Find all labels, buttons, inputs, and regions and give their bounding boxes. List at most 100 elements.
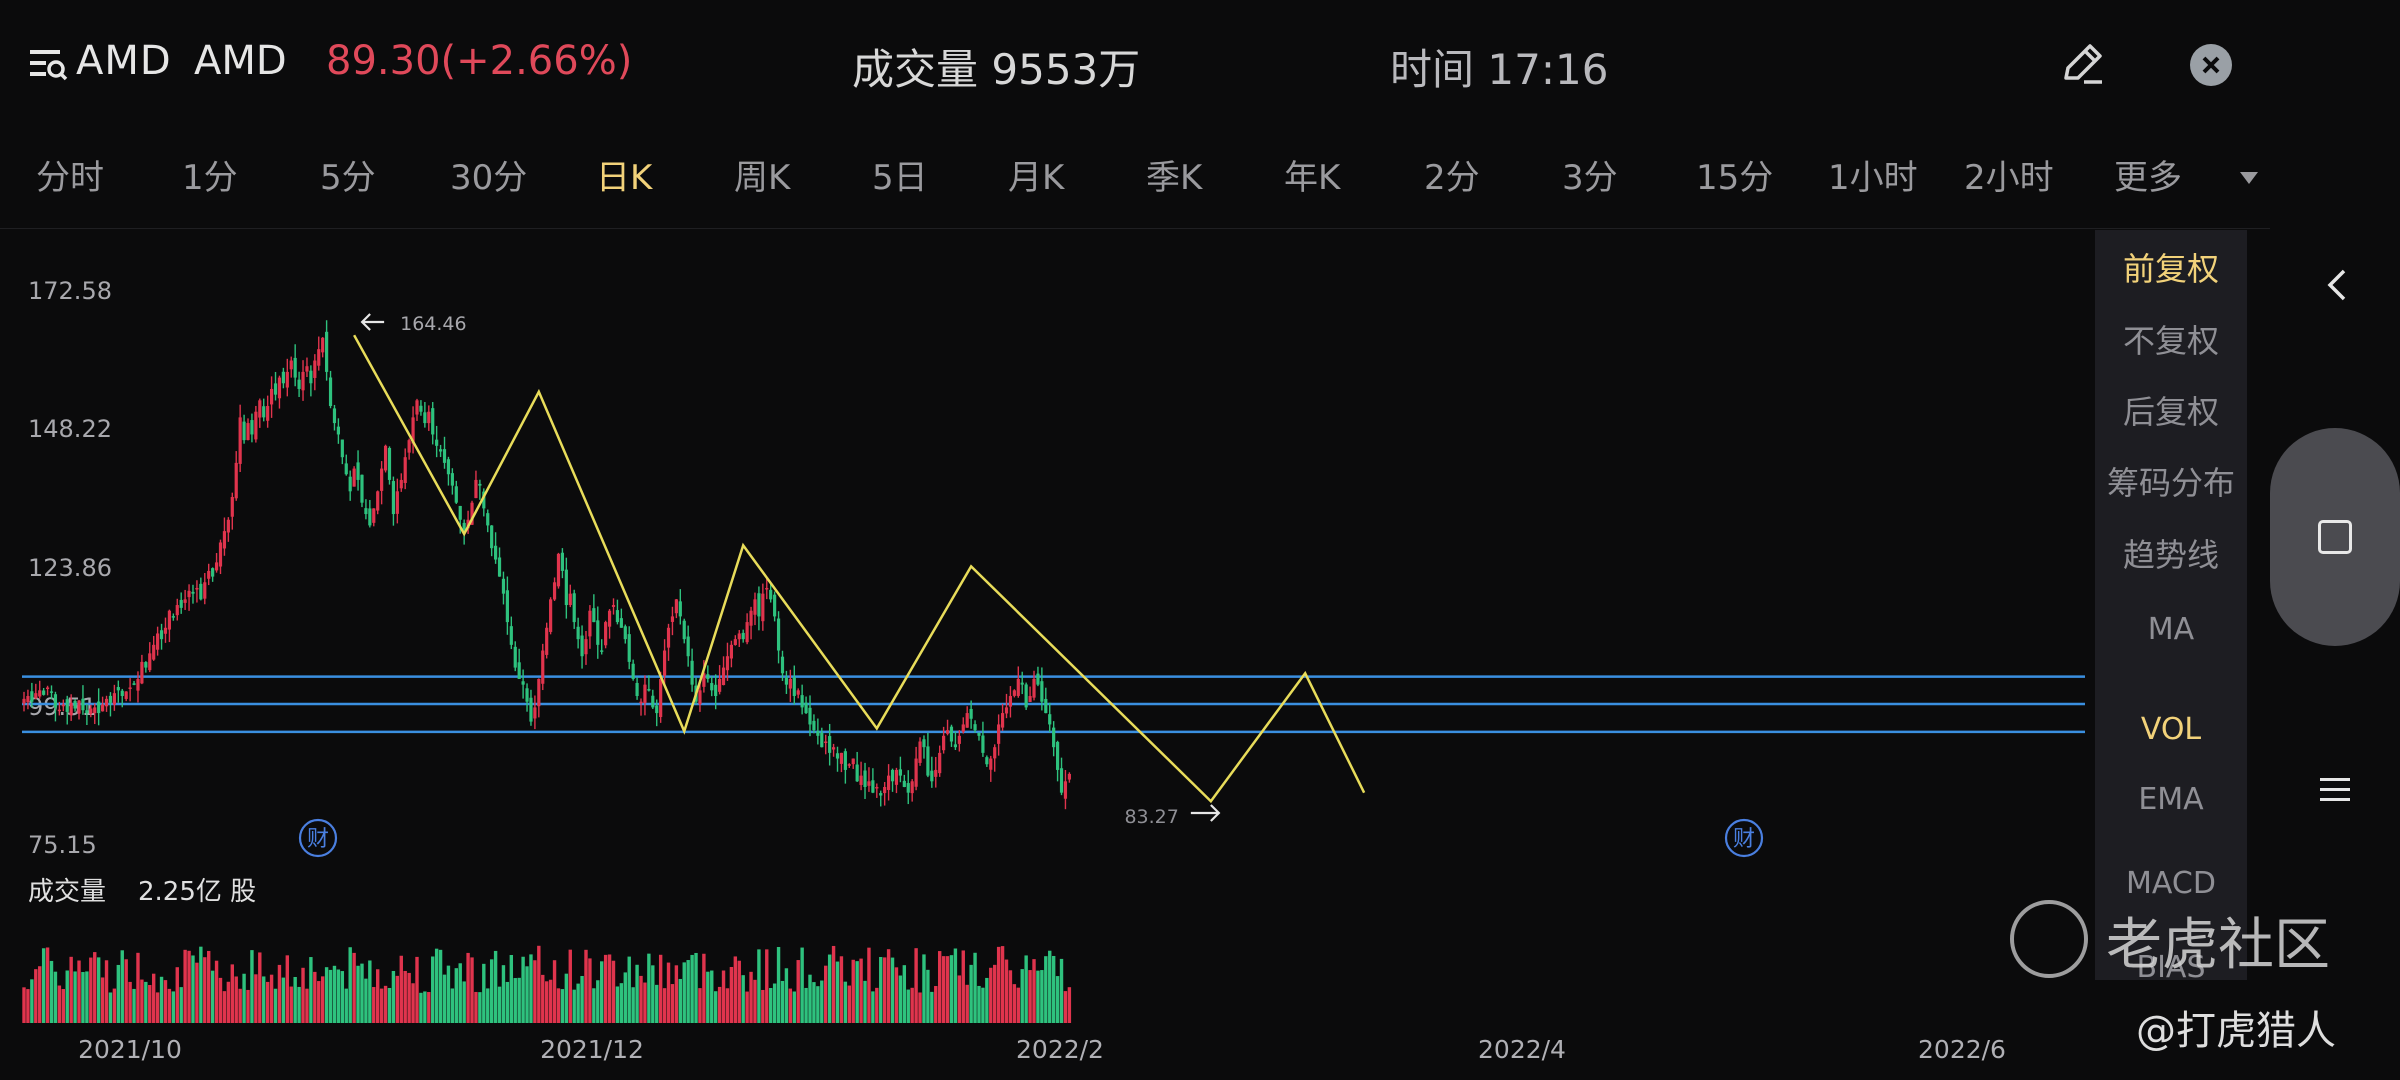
volume-bar xyxy=(981,987,985,1023)
side-item-no-adjust[interactable]: 不复权 xyxy=(2122,322,2219,360)
volume-bar xyxy=(415,956,419,1023)
candle-body xyxy=(769,589,773,600)
candlestick-chart[interactable]: 172.58148.22123.8699.5175.15164.4683.27财… xyxy=(0,230,2095,1080)
indicator-macd[interactable]: MACD xyxy=(2126,866,2216,901)
tab-1[interactable]: 1分 xyxy=(182,158,238,198)
tab-5[interactable]: 周K xyxy=(734,158,791,198)
tab-4[interactable]: 日K xyxy=(596,158,653,198)
candle-body xyxy=(442,449,447,463)
volume-bar xyxy=(171,991,176,1023)
candle-body xyxy=(533,707,537,719)
tab-0[interactable]: 分时 xyxy=(36,158,104,198)
volume-bar xyxy=(572,989,576,1023)
volume-bar xyxy=(1044,956,1048,1023)
candle-body xyxy=(368,508,372,526)
candle-body xyxy=(714,684,718,697)
volume-bar xyxy=(93,952,97,1023)
pencil-icon[interactable] xyxy=(2058,38,2108,88)
indicator-ema[interactable]: EMA xyxy=(2138,782,2204,817)
volume-bar xyxy=(839,956,844,1023)
chevron-left-icon[interactable] xyxy=(2318,265,2358,305)
volume-bar xyxy=(552,960,557,1023)
volume-bar xyxy=(898,975,903,1023)
candle-body xyxy=(1052,727,1056,748)
close-button[interactable] xyxy=(2190,44,2232,86)
candle-body xyxy=(576,626,580,640)
candle-body xyxy=(957,735,961,744)
candle-body xyxy=(725,656,730,671)
volume-bar xyxy=(765,949,769,1023)
y-tick-label: 123.86 xyxy=(28,554,112,582)
indicator-ma[interactable]: MA xyxy=(2147,612,2195,647)
candle-body xyxy=(619,618,623,628)
side-item-chip-distribution[interactable]: 筹码分布 xyxy=(2106,464,2235,502)
volume-bar xyxy=(372,987,376,1023)
volume-bar xyxy=(851,959,855,1023)
square-icon[interactable] xyxy=(2318,520,2352,554)
tab-8[interactable]: 季K xyxy=(1146,158,1203,198)
volume-bar xyxy=(246,989,250,1023)
volume-bar xyxy=(670,984,675,1023)
volume-bar xyxy=(336,969,341,1023)
side-item-backward-adjust[interactable]: 后复权 xyxy=(2122,393,2219,431)
side-item-forward-adjust[interactable]: 前复权 xyxy=(2122,250,2219,288)
candle-body xyxy=(969,708,973,719)
volume-bar xyxy=(360,963,364,1023)
candle-body xyxy=(22,698,26,704)
volume-bar xyxy=(882,957,887,1023)
candle-body xyxy=(843,751,847,770)
candle-body xyxy=(859,775,863,785)
menu-search-icon[interactable] xyxy=(28,44,68,84)
volume-bar xyxy=(710,970,714,1023)
more-caret-icon[interactable] xyxy=(2240,172,2258,184)
tab-12[interactable]: 15分 xyxy=(1696,158,1774,198)
volume-bar xyxy=(458,963,462,1023)
candle-body xyxy=(541,650,545,684)
indicator-bias[interactable]: BIAS xyxy=(2136,950,2206,985)
volume-bar xyxy=(305,988,309,1023)
volume-bar xyxy=(993,964,997,1023)
volume-bar xyxy=(788,988,793,1023)
volume-bar xyxy=(627,956,631,1023)
tab-14[interactable]: 2小时 xyxy=(1964,158,2054,198)
candle-body xyxy=(784,677,789,685)
tab-2[interactable]: 5分 xyxy=(320,158,376,198)
candle-body xyxy=(65,699,69,712)
candle-body xyxy=(383,445,388,471)
tab-13[interactable]: 1小时 xyxy=(1828,158,1918,198)
volume-bar xyxy=(352,952,356,1023)
volume-bar xyxy=(831,945,836,1023)
candle-body xyxy=(482,491,486,509)
tab-15[interactable]: 更多 xyxy=(2114,158,2182,198)
tab-11[interactable]: 3分 xyxy=(1562,158,1618,198)
volume-bar xyxy=(411,983,415,1023)
candle-body xyxy=(824,741,828,744)
volume-pane-value: 2.25亿 股 xyxy=(138,877,256,907)
tab-10[interactable]: 2分 xyxy=(1424,158,1480,198)
side-item-trendline[interactable]: 趋势线 xyxy=(2122,536,2219,574)
tab-7[interactable]: 月K xyxy=(1008,158,1065,198)
volume-bar xyxy=(1028,970,1032,1023)
tab-9[interactable]: 年K xyxy=(1284,158,1341,198)
x-tick-label: 2021/12 xyxy=(540,1035,644,1064)
candle-body xyxy=(509,626,513,645)
tab-6[interactable]: 5日 xyxy=(872,158,928,198)
volume-bar xyxy=(1067,987,1072,1023)
volume-bar xyxy=(780,980,785,1023)
volume-bar xyxy=(183,949,187,1023)
candle-body xyxy=(718,678,722,692)
volume-bar xyxy=(297,986,301,1023)
indicator-vol[interactable]: VOL xyxy=(2140,712,2202,747)
volume-bar xyxy=(364,978,368,1023)
candle-body xyxy=(910,781,914,794)
volume-bar xyxy=(140,979,144,1023)
volume-bar xyxy=(576,983,580,1023)
volume-bar xyxy=(407,972,411,1023)
hamburger-icon[interactable] xyxy=(2318,772,2352,806)
candle-body xyxy=(776,618,781,651)
volume-bar xyxy=(1040,970,1044,1023)
volume-bar xyxy=(804,987,808,1023)
volume-bar xyxy=(674,965,679,1023)
tab-3[interactable]: 30分 xyxy=(450,158,528,198)
volume-bar xyxy=(285,955,290,1023)
